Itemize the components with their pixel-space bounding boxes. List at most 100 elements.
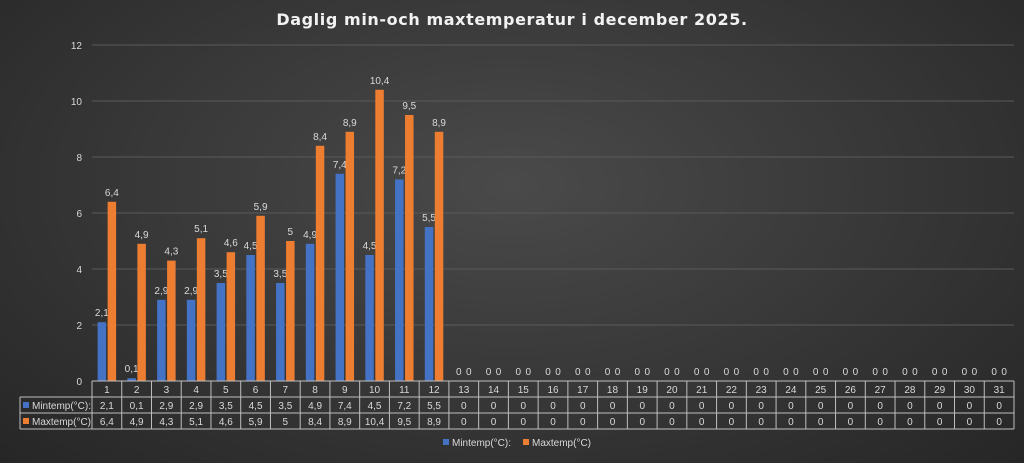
table-cell: 10,4 <box>365 417 385 428</box>
table-cell: 8,9 <box>338 417 352 428</box>
bar-mintemp <box>97 322 107 381</box>
table-row-header: Mintemp(°C): <box>32 401 91 412</box>
data-label-maxtemp: 0 <box>823 367 829 378</box>
table-cell: 0 <box>937 417 943 428</box>
x-tick-label: 8 <box>312 385 318 396</box>
legend-swatch-maxtemp <box>523 439 529 445</box>
x-tick-label: 30 <box>964 385 976 396</box>
x-tick-label: 14 <box>488 385 500 396</box>
legend-label-mintemp: Mintemp(°C): <box>452 438 511 449</box>
legend-key-mintemp <box>23 402 29 408</box>
data-label-mintemp: 3,5 <box>273 269 287 280</box>
bar-maxtemp <box>167 260 176 381</box>
data-label-maxtemp: 8,9 <box>343 118 357 129</box>
data-label-maxtemp: 0 <box>793 367 799 378</box>
data-label-mintemp: 0 <box>902 367 908 378</box>
table-cell: 0 <box>461 401 467 412</box>
table-cell: 0 <box>848 417 854 428</box>
data-label-mintemp: 0 <box>575 367 581 378</box>
table-cell: 0 <box>729 401 735 412</box>
y-tick-label: 0 <box>76 377 82 388</box>
bar-maxtemp <box>405 115 414 381</box>
data-label-mintemp: 0 <box>545 367 551 378</box>
table-cell: 4,9 <box>130 417 144 428</box>
data-label-maxtemp: 0 <box>1001 367 1007 378</box>
data-label-mintemp: 4,9 <box>303 230 317 241</box>
bar-maxtemp <box>315 145 325 381</box>
data-label-maxtemp: 10,4 <box>370 76 390 87</box>
table-cell: 0 <box>520 401 526 412</box>
data-label-mintemp: 0 <box>486 367 492 378</box>
bar-mintemp <box>335 173 345 381</box>
table-cell: 0 <box>967 417 973 428</box>
y-tick-label: 12 <box>71 41 83 52</box>
table-cell: 5 <box>283 417 289 428</box>
data-label-mintemp: 4,5 <box>363 241 377 252</box>
x-tick-label: 25 <box>815 385 827 396</box>
table-cell: 2,9 <box>189 401 203 412</box>
legend-swatch-mintemp <box>443 439 449 445</box>
bar-maxtemp <box>226 252 236 381</box>
bar-maxtemp <box>434 131 444 381</box>
data-label-maxtemp: 0 <box>466 367 472 378</box>
x-tick-label: 29 <box>934 385 946 396</box>
data-label-maxtemp: 9,5 <box>402 101 416 112</box>
x-tick-label: 19 <box>637 385 649 396</box>
data-label-maxtemp: 0 <box>853 367 859 378</box>
y-tick-label: 4 <box>76 265 82 276</box>
bar-mintemp <box>216 283 226 381</box>
table-cell: 0 <box>996 417 1002 428</box>
x-tick-label: 24 <box>785 385 797 396</box>
x-tick-label: 2 <box>134 385 140 396</box>
x-tick-label: 11 <box>399 385 410 396</box>
data-label-mintemp: 3,5 <box>214 269 228 280</box>
data-label-mintemp: 0 <box>753 367 759 378</box>
x-tick-label: 31 <box>994 385 1006 396</box>
x-tick-label: 6 <box>253 385 259 396</box>
x-tick-label: 26 <box>845 385 857 396</box>
x-tick-label: 15 <box>518 385 530 396</box>
bar-maxtemp <box>375 89 384 382</box>
table-cell: 0 <box>699 401 705 412</box>
table-cell: 0 <box>937 401 943 412</box>
data-label-maxtemp: 0 <box>615 367 621 378</box>
x-tick-label: 10 <box>369 385 381 396</box>
table-cell: 9,5 <box>397 417 411 428</box>
data-label-maxtemp: 8,4 <box>313 132 327 143</box>
table-cell: 4,5 <box>368 401 382 412</box>
table-cell: 0 <box>877 417 883 428</box>
bar-mintemp <box>365 255 374 381</box>
table-cell: 0 <box>610 417 616 428</box>
table-cell: 0 <box>907 401 913 412</box>
bar-maxtemp <box>137 243 146 381</box>
table-cell: 0,1 <box>130 401 144 412</box>
table-cell: 7,4 <box>338 401 352 412</box>
data-label-maxtemp: 5 <box>288 227 294 238</box>
data-label-mintemp: 0 <box>872 367 878 378</box>
table-cell: 0 <box>699 417 705 428</box>
y-tick-label: 8 <box>76 153 82 164</box>
data-label-maxtemp: 0 <box>496 367 502 378</box>
data-label-maxtemp: 0 <box>912 367 918 378</box>
bar-mintemp <box>276 283 285 381</box>
data-label-maxtemp: 4,6 <box>224 238 238 249</box>
data-label-maxtemp: 4,3 <box>164 247 178 258</box>
table-cell: 0 <box>669 417 675 428</box>
x-tick-label: 18 <box>607 385 619 396</box>
table-cell: 0 <box>461 417 467 428</box>
table-cell: 0 <box>788 401 794 412</box>
bar-mintemp <box>127 378 136 381</box>
data-label-mintemp: 0 <box>694 367 700 378</box>
table-cell: 0 <box>758 401 764 412</box>
x-tick-label: 1 <box>104 385 110 396</box>
table-cell: 0 <box>491 401 497 412</box>
x-tick-label: 3 <box>164 385 170 396</box>
table-cell: 5,1 <box>189 417 203 428</box>
table-row-header: Maxtemp(°C) <box>32 417 91 428</box>
data-label-maxtemp: 0 <box>674 367 680 378</box>
data-label-maxtemp: 0 <box>525 367 531 378</box>
data-label-mintemp: 5,5 <box>422 213 436 224</box>
x-tick-label: 4 <box>193 385 199 396</box>
data-label-maxtemp: 0 <box>972 367 978 378</box>
